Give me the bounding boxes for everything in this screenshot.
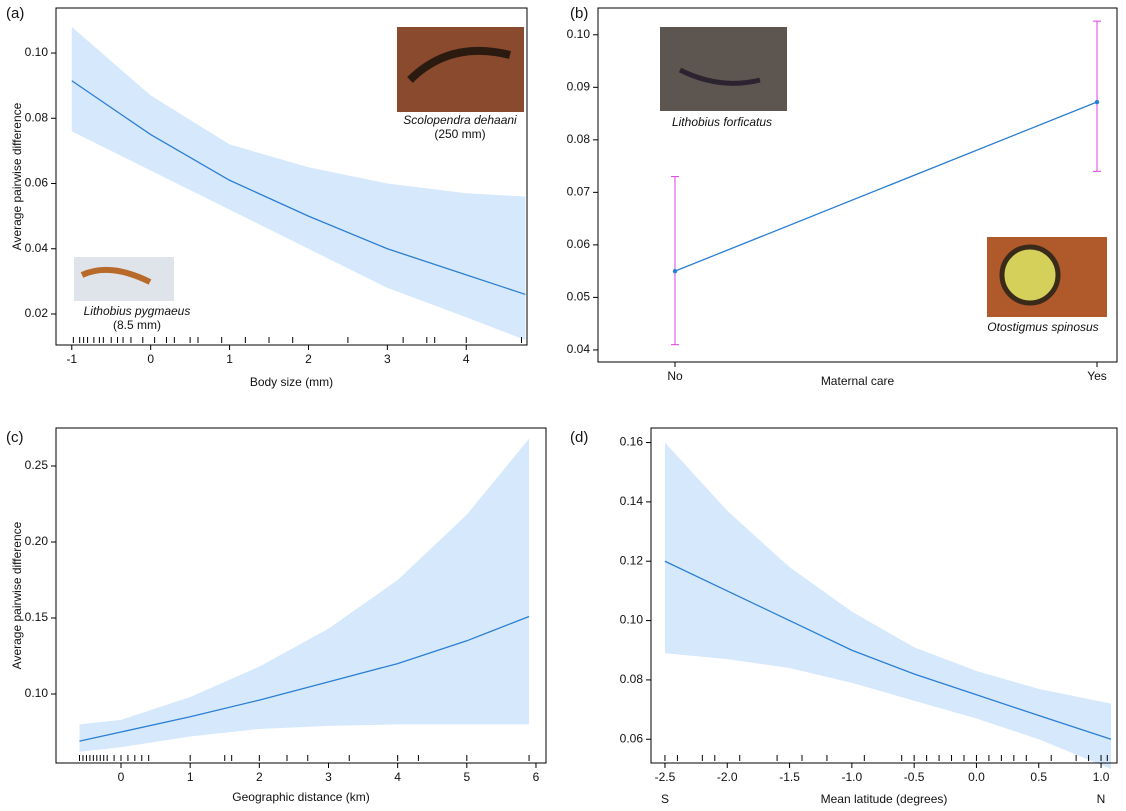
y-tick-label: 0.12 [620, 553, 644, 567]
y-tick-label: 0.06 [620, 731, 644, 745]
confidence-band [79, 438, 530, 752]
y-axis-label: Average pairwise difference [10, 521, 24, 669]
plot-frame [597, 7, 1118, 363]
y-tick-label: 0.25 [25, 458, 49, 472]
plot-frame [650, 427, 1118, 764]
x-tick-label: 1.0 [1093, 770, 1110, 784]
x-tick-label: 5 [463, 770, 470, 784]
x-axis-label: Mean latitude (degrees) [821, 792, 948, 806]
y-tick-label: 0.16 [620, 435, 644, 449]
annotation: Scolopendra dehaani [403, 113, 517, 127]
y-tick-label: 0.10 [25, 45, 49, 59]
photo-subject [999, 244, 1061, 306]
backgrounds [71, 26, 1112, 769]
x-tick-label: 0.5 [1030, 770, 1047, 784]
y-tick-label: 0.10 [567, 27, 591, 41]
y-tick-label: 0.09 [567, 79, 591, 93]
y-tick-label: 0.14 [620, 494, 644, 508]
fit-line [79, 615, 530, 742]
point [672, 268, 678, 274]
line [674, 101, 1098, 272]
x-tick-label: 1 [187, 770, 194, 784]
x-tick-label: 2 [305, 352, 312, 366]
photo [660, 27, 787, 111]
y-tick-label: 0.10 [25, 686, 49, 700]
x-tick-label: Yes [1087, 369, 1107, 383]
x-tick-label: -0.5 [904, 770, 925, 784]
x-tick-label: 0 [147, 352, 154, 366]
photo [74, 257, 174, 301]
y-tick-label: 0.08 [567, 132, 591, 146]
y-tick-label: 0.05 [567, 290, 591, 304]
y-axis-label: Average pairwise difference [10, 102, 24, 250]
y-tick-label: 0.08 [25, 110, 49, 124]
x-tick-label: 2 [256, 770, 263, 784]
x-tick-label: -2.0 [717, 770, 738, 784]
y-tick-label: 0.08 [620, 672, 644, 686]
confidence-band [664, 442, 1112, 769]
annotation: Otostigmus spinosus [987, 320, 1098, 334]
annotation: Lithobius pygmaeus [84, 304, 191, 318]
photo-subject [80, 266, 152, 285]
x-axis-label: Maternal care [821, 374, 895, 388]
plot-frame [55, 7, 528, 346]
y-tick-label: 0.06 [25, 176, 49, 190]
x-tick-label: 3 [384, 352, 391, 366]
x-tick-label: 6 [533, 770, 540, 784]
y-tick-label: 0.04 [567, 342, 591, 356]
x-tick-label: -2.5 [655, 770, 676, 784]
annotation: (250 mm) [434, 127, 485, 141]
x-tick-label: -1 [66, 352, 77, 366]
y-tick-label: 0.06 [567, 237, 591, 251]
fit-line [664, 560, 1112, 740]
x-axis-label: Body size (mm) [250, 375, 333, 389]
x-tick-label: No [667, 369, 683, 383]
y-tick-label: 0.02 [25, 306, 49, 320]
panel-label: (c) [6, 429, 24, 446]
x-tick-label: 1 [226, 352, 233, 366]
confidence-band [71, 26, 526, 341]
y-tick-label: 0.20 [25, 534, 49, 548]
y-tick-label: 0.07 [567, 185, 591, 199]
fit-line [71, 80, 526, 296]
photos [74, 27, 1107, 317]
annotation: S [661, 792, 669, 806]
x-tick-label: 0.0 [968, 770, 985, 784]
panel-label: (b) [570, 5, 588, 22]
x-axis-label: Geographic distance (km) [232, 790, 369, 804]
y-tick-label: 0.15 [25, 610, 49, 624]
panel-label: (a) [6, 5, 24, 22]
annotation: (8.5 mm) [113, 318, 161, 332]
y-tick-label: 0.10 [620, 613, 644, 627]
annotation: Lithobius forficatus [672, 115, 772, 129]
x-tick-label: -1.0 [842, 770, 863, 784]
x-tick-label: 3 [325, 770, 332, 784]
annotation: N [1097, 792, 1106, 806]
panel-label: (d) [570, 429, 588, 446]
x-tick-label: 0 [118, 770, 125, 784]
y-tick-label: 0.04 [25, 241, 49, 255]
photo-subject [678, 67, 761, 86]
point [1094, 99, 1100, 105]
photo-subject [407, 46, 511, 83]
x-tick-label: 4 [463, 352, 470, 366]
x-tick-label: -1.5 [779, 770, 800, 784]
x-tick-label: 4 [394, 770, 401, 784]
plot-frame [55, 427, 547, 764]
